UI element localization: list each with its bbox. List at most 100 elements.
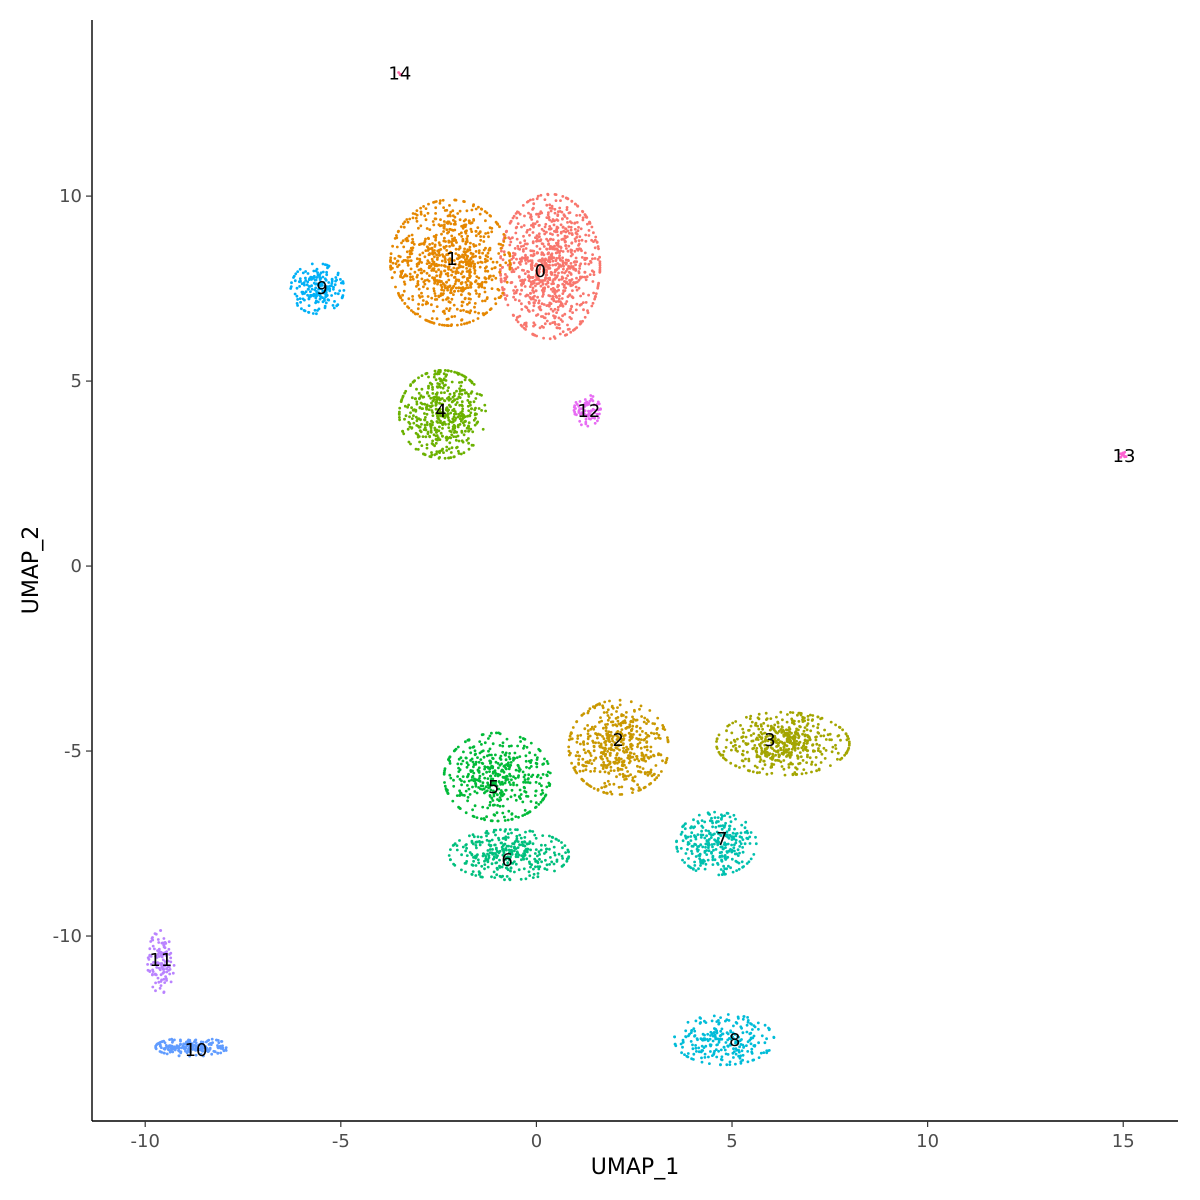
point-cluster-2 bbox=[588, 707, 592, 711]
point-cluster-3 bbox=[787, 766, 791, 769]
point-cluster-4 bbox=[434, 403, 438, 406]
point-cluster-5 bbox=[479, 758, 483, 761]
point-cluster-0 bbox=[512, 261, 516, 265]
point-cluster-2 bbox=[593, 767, 597, 770]
point-cluster-4 bbox=[444, 379, 448, 382]
point-cluster-3 bbox=[814, 763, 818, 767]
point-cluster-3 bbox=[763, 763, 767, 767]
point-cluster-3 bbox=[800, 746, 804, 750]
point-cluster-8 bbox=[691, 1047, 695, 1051]
point-cluster-2 bbox=[644, 731, 648, 735]
point-cluster-5 bbox=[477, 786, 480, 789]
point-cluster-1 bbox=[423, 279, 427, 282]
point-cluster-1 bbox=[468, 292, 472, 296]
point-cluster-0 bbox=[559, 258, 562, 262]
point-cluster-2 bbox=[650, 774, 654, 778]
point-cluster-3 bbox=[803, 716, 806, 720]
point-cluster-3 bbox=[760, 749, 764, 752]
point-cluster-4 bbox=[461, 407, 465, 411]
point-cluster-3 bbox=[729, 761, 733, 765]
point-cluster-1 bbox=[477, 295, 481, 298]
point-cluster-0 bbox=[552, 223, 556, 227]
point-cluster-1 bbox=[471, 260, 475, 263]
point-cluster-0 bbox=[547, 211, 550, 215]
point-cluster-5 bbox=[523, 808, 527, 812]
point-cluster-3 bbox=[753, 764, 757, 768]
point-cluster-1 bbox=[417, 226, 420, 230]
point-cluster-8 bbox=[712, 1014, 716, 1018]
point-cluster-2 bbox=[586, 760, 589, 764]
point-cluster-2 bbox=[614, 723, 617, 727]
point-cluster-9 bbox=[306, 272, 310, 275]
point-cluster-2 bbox=[648, 709, 652, 712]
point-cluster-0 bbox=[536, 212, 540, 216]
point-cluster-0 bbox=[532, 301, 536, 305]
point-cluster-1 bbox=[395, 245, 399, 249]
point-cluster-5 bbox=[488, 800, 492, 804]
point-cluster-4 bbox=[442, 372, 446, 376]
point-cluster-4 bbox=[455, 401, 459, 404]
point-cluster-0 bbox=[591, 301, 595, 305]
point-cluster-3 bbox=[819, 761, 823, 764]
point-cluster-3 bbox=[795, 727, 798, 731]
point-cluster-2 bbox=[609, 769, 613, 772]
point-cluster-9 bbox=[323, 299, 326, 302]
point-cluster-3 bbox=[805, 724, 809, 727]
point-cluster-4 bbox=[447, 422, 451, 426]
point-cluster-1 bbox=[425, 271, 429, 275]
point-cluster-4 bbox=[447, 456, 451, 460]
point-cluster-3 bbox=[845, 751, 849, 754]
point-cluster-2 bbox=[582, 740, 585, 743]
point-cluster-0 bbox=[553, 292, 557, 295]
point-cluster-1 bbox=[439, 243, 442, 247]
point-cluster-5 bbox=[475, 816, 479, 819]
point-cluster-8 bbox=[728, 1063, 732, 1066]
point-cluster-3 bbox=[795, 773, 799, 776]
point-cluster-9 bbox=[338, 289, 342, 293]
point-cluster-6 bbox=[494, 833, 497, 837]
point-cluster-2 bbox=[637, 786, 641, 790]
point-cluster-2 bbox=[638, 726, 642, 730]
point-cluster-2 bbox=[601, 735, 604, 738]
point-cluster-4 bbox=[444, 383, 447, 387]
point-cluster-3 bbox=[761, 727, 764, 731]
point-cluster-3 bbox=[770, 741, 773, 744]
point-cluster-6 bbox=[560, 854, 564, 858]
point-cluster-1 bbox=[476, 282, 480, 286]
point-cluster-4 bbox=[463, 388, 466, 392]
point-cluster-6 bbox=[478, 840, 481, 843]
point-cluster-3 bbox=[781, 728, 785, 732]
point-cluster-4 bbox=[462, 424, 466, 427]
point-cluster-3 bbox=[760, 724, 763, 728]
point-cluster-2 bbox=[593, 769, 596, 773]
point-cluster-2 bbox=[612, 782, 616, 786]
point-cluster-5 bbox=[460, 783, 463, 787]
point-cluster-0 bbox=[535, 197, 539, 201]
point-cluster-5 bbox=[524, 754, 528, 758]
point-cluster-7 bbox=[697, 845, 701, 848]
point-cluster-7 bbox=[683, 827, 687, 831]
point-cluster-8 bbox=[745, 1023, 749, 1027]
point-cluster-0 bbox=[561, 250, 565, 253]
point-cluster-1 bbox=[411, 212, 415, 215]
point-cluster-7 bbox=[740, 823, 744, 827]
point-cluster-6 bbox=[545, 863, 549, 867]
point-cluster-0 bbox=[528, 285, 532, 288]
point-cluster-8 bbox=[746, 1020, 750, 1024]
point-cluster-1 bbox=[469, 297, 472, 301]
point-cluster-1 bbox=[491, 260, 495, 264]
point-cluster-8 bbox=[741, 1031, 745, 1035]
point-cluster-0 bbox=[535, 239, 538, 243]
point-cluster-8 bbox=[752, 1058, 756, 1062]
point-cluster-2 bbox=[598, 702, 601, 706]
point-cluster-5 bbox=[528, 810, 532, 814]
point-cluster-3 bbox=[780, 740, 784, 744]
point-cluster-6 bbox=[496, 868, 499, 871]
point-cluster-4 bbox=[470, 443, 474, 447]
point-cluster-4 bbox=[443, 456, 447, 460]
point-cluster-8 bbox=[714, 1048, 718, 1051]
point-cluster-5 bbox=[448, 755, 452, 759]
point-cluster-7 bbox=[699, 864, 702, 867]
point-cluster-0 bbox=[598, 269, 602, 273]
point-cluster-3 bbox=[817, 731, 821, 735]
